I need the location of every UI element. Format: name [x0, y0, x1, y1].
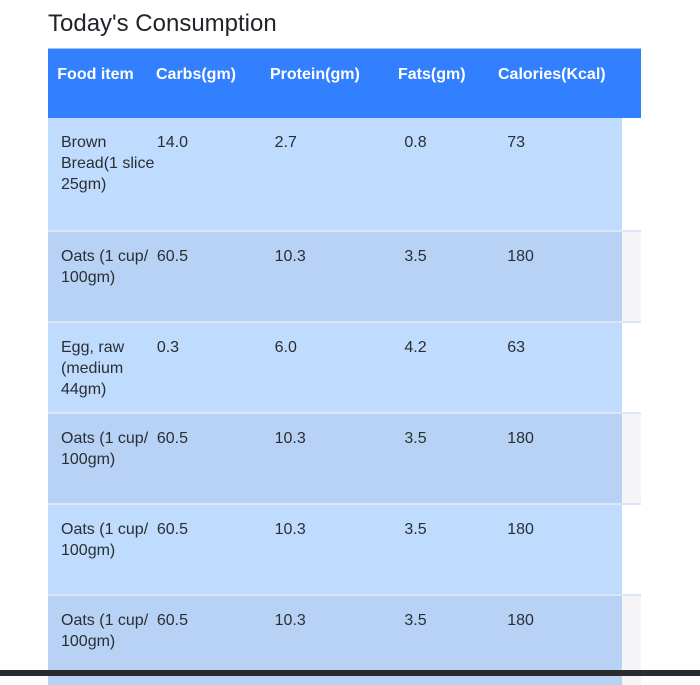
cell-food-item: Oats (1 cup/ 100gm) [61, 430, 149, 468]
column-header-carbs: Carbs(gm) [156, 66, 237, 83]
table-row[interactable]: Oats (1 cup/ 100gm) 60.5 10.3 3.5 180 [48, 412, 641, 503]
cell-carbs: 60.5 [156, 248, 188, 265]
cell-calories: 180 [507, 612, 534, 629]
cell-food-item: Oats (1 cup/ 100gm) [61, 248, 149, 286]
row-edge [622, 414, 641, 503]
cell-protein: 10.3 [274, 612, 306, 629]
cell-fats: 3.5 [404, 612, 427, 629]
consumption-table: Food item Carbs(gm) Protein(gm) Fats(gm)… [48, 48, 641, 685]
cell-protein: 10.3 [274, 521, 306, 538]
cell-food-item: Oats (1 cup/ 100gm) [61, 612, 149, 650]
cell-food-item: Brown Bread(1 slice 25gm) [61, 134, 155, 193]
cell-calories: 63 [507, 339, 525, 356]
row-edge [622, 323, 641, 412]
column-header-protein: Protein(gm) [270, 66, 360, 83]
cell-food-item: Egg, raw (medium 44gm) [61, 339, 125, 398]
page-title: Today's Consumption [48, 10, 277, 37]
cell-fats: 3.5 [404, 521, 427, 538]
cell-protein: 2.7 [274, 134, 297, 151]
cell-carbs: 0.3 [156, 339, 180, 356]
cell-fats: 0.8 [404, 134, 427, 151]
cell-fats: 3.5 [404, 248, 427, 265]
cell-carbs: 60.5 [156, 430, 188, 447]
cell-protein: 6.0 [274, 339, 297, 356]
bottom-bar [0, 670, 700, 676]
cell-calories: 180 [507, 430, 534, 447]
table-header: Food item Carbs(gm) Protein(gm) Fats(gm)… [48, 48, 641, 118]
cell-fats: 3.5 [404, 430, 427, 447]
cell-carbs: 14.0 [156, 134, 188, 151]
cell-protein: 10.3 [274, 430, 306, 447]
row-edge [622, 118, 641, 230]
table-row[interactable]: Brown Bread(1 slice 25gm) 14.0 2.7 0.8 7… [48, 118, 641, 230]
cell-fats: 4.2 [404, 339, 427, 356]
cell-calories: 73 [507, 134, 525, 151]
cell-food-item: Oats (1 cup/ 100gm) [61, 521, 149, 559]
row-edge [622, 596, 641, 685]
column-header-food-item: Food item [57, 66, 134, 83]
cell-calories: 180 [507, 248, 534, 265]
column-header-calories: Calories(Kcal) [498, 66, 606, 83]
cell-carbs: 60.5 [156, 612, 188, 629]
column-header-fats: Fats(gm) [398, 66, 466, 83]
cell-carbs: 60.5 [156, 521, 188, 538]
row-edge [622, 505, 641, 594]
table-row[interactable]: Oats (1 cup/ 100gm) 60.5 10.3 3.5 180 [48, 230, 641, 321]
cell-protein: 10.3 [274, 248, 306, 265]
table-row[interactable]: Oats (1 cup/ 100gm) 60.5 10.3 3.5 180 [48, 503, 641, 594]
row-edge [622, 232, 641, 321]
cell-calories: 180 [507, 521, 534, 538]
table-row[interactable]: Egg, raw (medium 44gm) 0.3 6.0 4.2 63 [48, 321, 641, 412]
